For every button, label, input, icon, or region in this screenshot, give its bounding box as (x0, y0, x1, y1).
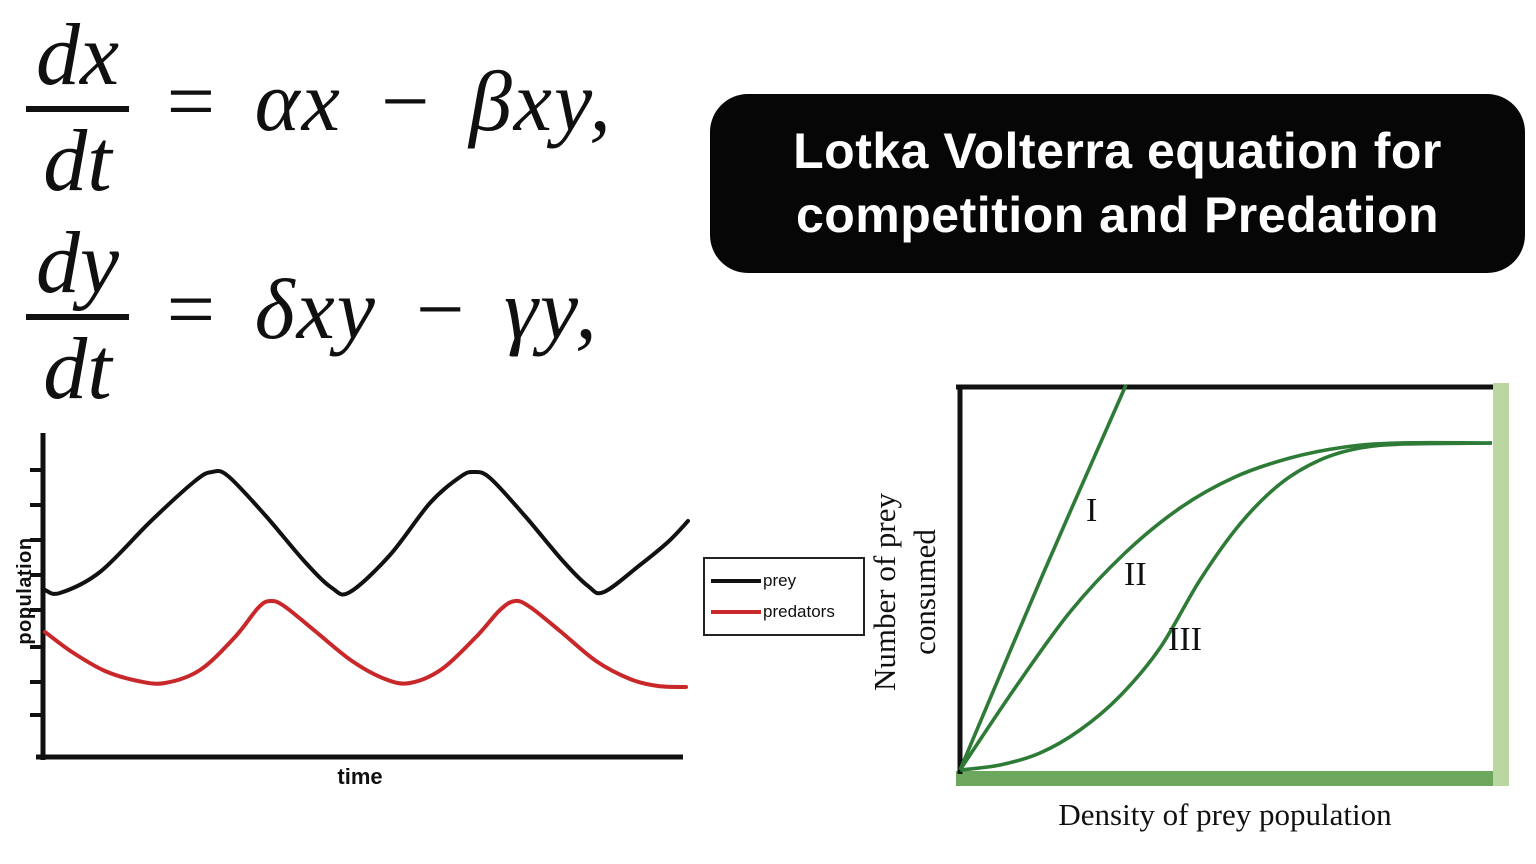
equation-dx-dt: dx dt = αx − βxy, (26, 12, 613, 206)
left-chart-y-axis-label: population (14, 537, 36, 645)
prey-line-swatch (711, 579, 761, 584)
right-chart-y-axis-label: Number of prey consumed (865, 427, 945, 757)
type-iii-curve (959, 441, 1493, 772)
fraction-bar (26, 106, 130, 112)
fraction-numerator: dy (36, 215, 120, 312)
fraction-denominator: dt (43, 113, 112, 210)
population-time-chart (30, 433, 690, 760)
left-chart-x-axis-label: time (337, 764, 383, 789)
equation-rhs: = αx − βxy, (161, 53, 613, 149)
title-banner: Lotka Volterra equation for competition … (710, 94, 1525, 273)
fraction-dy-dt: dy dt (26, 215, 130, 418)
bottom-axis-bar (956, 771, 1493, 786)
right-chart-y-axis-label-line2: consumed (907, 529, 942, 655)
fraction-dx-dt: dx dt (26, 7, 130, 210)
y-axis-ticks (30, 468, 44, 717)
predators-line-swatch (711, 609, 761, 614)
predators-curve (43, 598, 688, 689)
curve-label-type-iii: III (1168, 621, 1202, 658)
fraction-numerator: dx (36, 7, 120, 104)
right-chart-x-axis-label: Density of prey population (1058, 797, 1392, 832)
legend-row-predators: predators (705, 602, 863, 622)
right-side-bar (1493, 383, 1509, 786)
equation-dy-dt: dy dt = δxy − γy, (26, 220, 599, 414)
fraction-denominator: dt (43, 321, 112, 418)
type-ii-curve (958, 440, 1493, 772)
fraction-bar (26, 314, 130, 320)
curve-label-type-ii: II (1124, 556, 1147, 593)
functional-response-chart (956, 383, 1509, 786)
legend-row-prey: prey (705, 571, 863, 591)
prey-curve (43, 469, 690, 597)
right-chart-y-axis-label-line1: Number of prey (867, 493, 902, 691)
title-line-1: Lotka Volterra equation for (793, 123, 1442, 179)
title-line-2: competition and Predation (795, 187, 1440, 243)
left-chart-legend: prey predators (703, 557, 865, 636)
curve-label-type-i: I (1086, 492, 1098, 529)
legend-label-predators: predators (763, 601, 835, 621)
equation-rhs: = δxy − γy, (161, 261, 599, 357)
legend-label-prey: prey (763, 571, 797, 591)
type-i-curve (958, 384, 1128, 771)
